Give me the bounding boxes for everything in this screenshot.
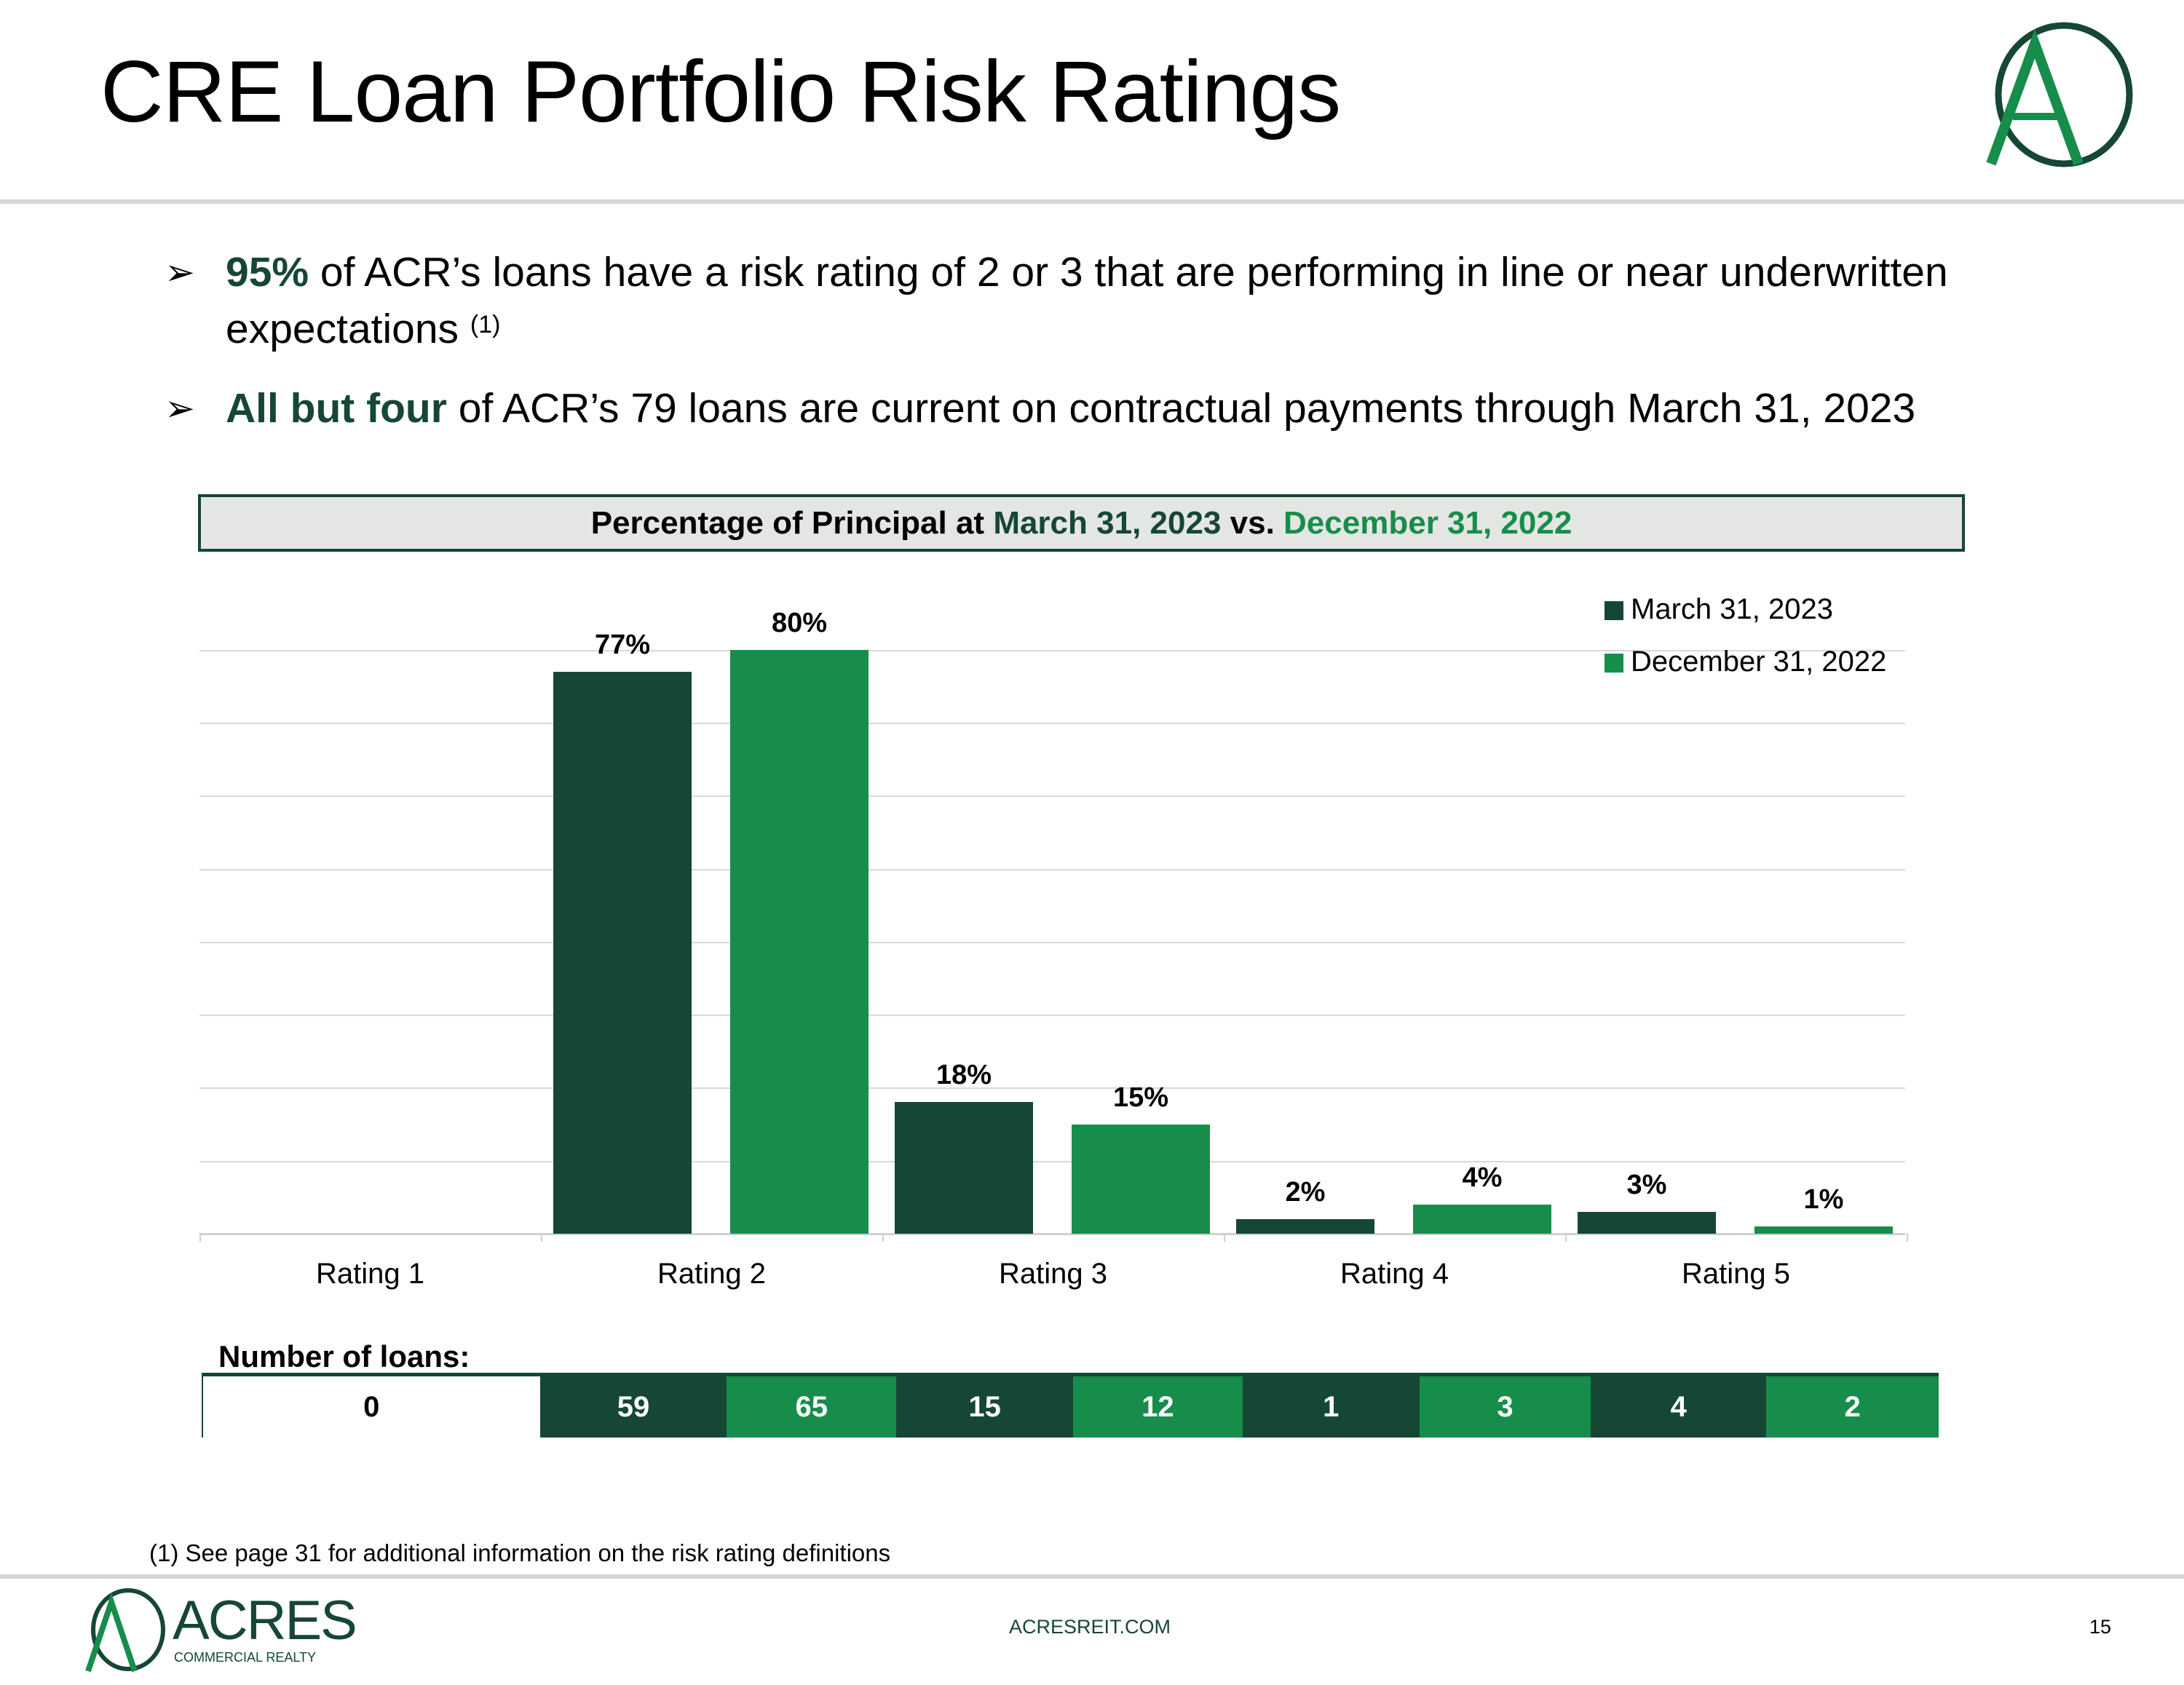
loans-cell: 15 <box>896 1376 1073 1438</box>
x-axis <box>199 1233 1905 1235</box>
bar-dec-2022 <box>1072 1124 1210 1234</box>
loans-cell: 1 <box>1242 1376 1420 1438</box>
loans-cell: 59 <box>539 1376 727 1438</box>
bar-dec-2022 <box>1754 1226 1893 1234</box>
page-title: CRE Loan Portfolio Risk Ratings <box>100 43 1341 140</box>
arrow-bullet-icon: ➢ <box>165 252 195 293</box>
loans-cell: 4 <box>1591 1376 1767 1438</box>
axis-tick <box>1907 1233 1908 1242</box>
gridline <box>199 796 1905 798</box>
loans-cell: 65 <box>727 1376 897 1438</box>
gridline <box>199 722 1905 724</box>
bar-mar-2023 <box>1578 1211 1716 1234</box>
loans-cell: 3 <box>1419 1376 1591 1438</box>
page-number: 15 <box>2089 1616 2112 1638</box>
chart-header-date1: March 31, 2023 <box>993 505 1222 541</box>
bar-dec-2022 <box>1413 1204 1551 1234</box>
header-divider <box>0 199 2184 204</box>
gridline <box>199 868 1905 871</box>
category-label: Rating 3 <box>999 1258 1107 1290</box>
data-label: 4% <box>1462 1162 1503 1193</box>
category-label: Rating 2 <box>657 1258 766 1290</box>
data-label: 2% <box>1285 1176 1326 1208</box>
bullet-2-highlight: All but four <box>226 385 447 432</box>
legend-item-march-2023: March 31, 2023 <box>1605 593 1833 626</box>
legend-label: December 31, 2022 <box>1631 646 1887 678</box>
logo-wordmark: ACRES <box>173 1590 357 1652</box>
loans-cell: 0 <box>202 1376 540 1438</box>
data-label: 18% <box>935 1060 992 1091</box>
gridline <box>199 1160 1905 1162</box>
chart-header-vs: vs. <box>1221 505 1284 541</box>
footnote-ref: (1) <box>470 311 501 338</box>
logo-subtitle: COMMERCIAL REALTY <box>174 1650 317 1665</box>
data-label: 15% <box>1112 1082 1169 1113</box>
gridline <box>199 1015 1905 1017</box>
data-label: 77% <box>594 629 651 660</box>
bullet-1-highlight: 95% <box>226 249 309 296</box>
bar-mar-2023 <box>895 1102 1033 1234</box>
axis-tick <box>199 1233 201 1242</box>
chart-header-prefix: Percentage of Principal at <box>590 505 994 541</box>
axis-tick <box>1224 1233 1225 1242</box>
axis-tick <box>541 1233 542 1242</box>
legend-item-dec-2022: December 31, 2022 <box>1605 646 1886 678</box>
footer-logo: ACRES COMMERCIAL REALTY <box>81 1587 357 1675</box>
footer-url[interactable]: ACRESREIT.COM <box>1009 1616 1171 1638</box>
gridline <box>199 649 1905 651</box>
gridline <box>199 941 1905 943</box>
acres-footer-logo-icon <box>85 1588 165 1673</box>
bar-mar-2023 <box>1236 1218 1374 1234</box>
chart-header-date2: December 31, 2022 <box>1283 505 1572 541</box>
axis-tick <box>1565 1233 1567 1242</box>
bullet-2-text: of ACR’s 79 loans are current on contrac… <box>446 385 1916 432</box>
footnote: (1) See page 31 for additional informati… <box>149 1539 891 1566</box>
category-label: Rating 4 <box>1340 1258 1449 1290</box>
loans-table: 0 59 65 15 12 1 3 4 2 <box>202 1373 1939 1438</box>
gridline <box>199 1087 1905 1090</box>
bar-dec-2022 <box>730 649 869 1234</box>
legend-swatch <box>1605 601 1623 620</box>
legend-label: March 31, 2023 <box>1631 593 1833 625</box>
bullet-1-text: of ACR’s loans have a risk rating of 2 o… <box>309 249 1948 296</box>
category-label: Rating 5 <box>1682 1258 1790 1290</box>
axis-tick <box>882 1233 884 1242</box>
acres-logo-icon <box>1986 22 2133 167</box>
data-label: 1% <box>1803 1184 1844 1215</box>
arrow-bullet-icon: ➢ <box>165 388 195 429</box>
chart-header: Percentage of Principal at March 31, 202… <box>198 494 1965 552</box>
loans-cell: 2 <box>1766 1376 1939 1438</box>
loans-label: Number of loans: <box>218 1339 470 1373</box>
legend-swatch <box>1605 654 1623 673</box>
footer-divider <box>0 1574 2184 1579</box>
data-label: 80% <box>771 607 828 638</box>
data-label: 3% <box>1626 1169 1667 1200</box>
loans-cell: 12 <box>1073 1376 1243 1438</box>
bullet-1-text-cont: expectations <box>226 306 470 352</box>
bar-mar-2023 <box>553 671 692 1234</box>
category-label: Rating 1 <box>316 1258 424 1290</box>
